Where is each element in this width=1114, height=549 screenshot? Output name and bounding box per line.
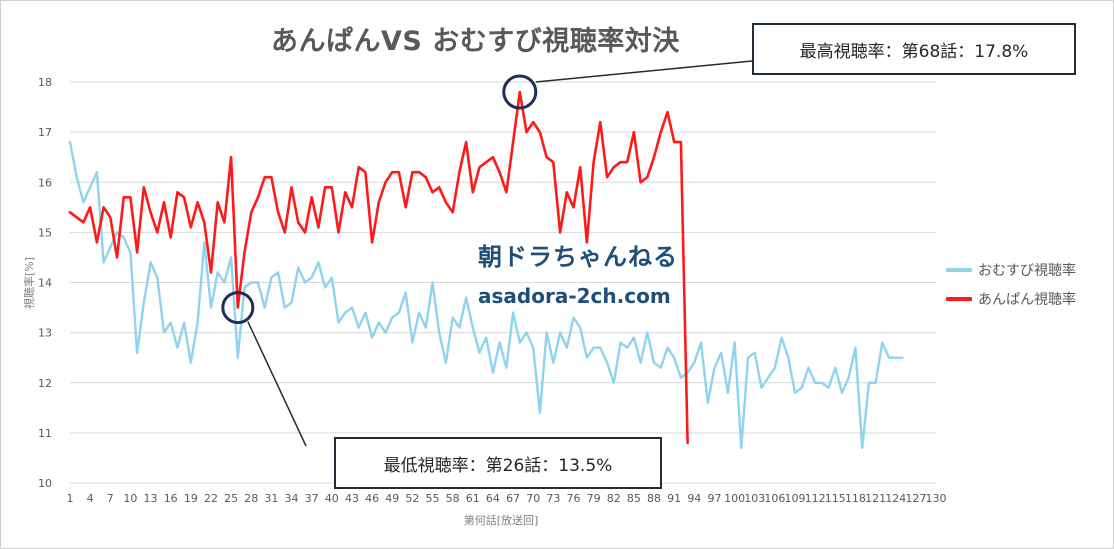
y-axis-ticks: 10 11 12 13 14 15 16 17 18: [38, 76, 52, 490]
y-tick-label-10: 10: [38, 477, 52, 490]
x-tick-label-121: 121: [865, 492, 886, 505]
x-tick-label-28: 28: [244, 492, 258, 505]
x-tick-label-34: 34: [285, 492, 299, 505]
watermark-site-url: asadora-2ch.com: [478, 284, 671, 308]
x-tick-label-61: 61: [466, 492, 480, 505]
x-tick-label-76: 76: [566, 492, 580, 505]
x-tick-label-46: 46: [365, 492, 379, 505]
x-tick-label-55: 55: [426, 492, 440, 505]
x-tick-label-73: 73: [546, 492, 560, 505]
x-tick-label-79: 79: [587, 492, 601, 505]
min-highlight-circle: [221, 291, 255, 325]
x-tick-label-127: 127: [905, 492, 926, 505]
x-tick-label-82: 82: [607, 492, 621, 505]
y-tick-label-17: 17: [38, 126, 52, 139]
x-tick-label-124: 124: [885, 492, 906, 505]
y-axis-title: 視聴率[%]: [22, 257, 36, 309]
legend-label-anpan: あんぱん視聴率: [978, 292, 1076, 308]
x-tick-label-70: 70: [526, 492, 540, 505]
x-tick-label-67: 67: [506, 492, 520, 505]
y-tick-label-13: 13: [38, 327, 52, 340]
x-tick-label-64: 64: [486, 492, 500, 505]
y-tick-label-12: 12: [38, 377, 52, 390]
x-tick-label-43: 43: [345, 492, 359, 505]
x-tick-label-49: 49: [385, 492, 399, 505]
y-tick-label-11: 11: [38, 427, 52, 440]
y-tick-label-15: 15: [38, 226, 52, 239]
legend-label-omusubi: おむすび視聴率: [978, 263, 1076, 279]
x-tick-label-88: 88: [647, 492, 661, 505]
x-tick-label-91: 91: [667, 492, 681, 505]
min-leader-line: [247, 321, 307, 447]
x-tick-label-118: 118: [845, 492, 866, 505]
max-leader-line: [535, 60, 753, 83]
legend-swatch-anpan: [946, 297, 972, 301]
legend-item-anpan: あんぱん視聴率: [946, 289, 1076, 309]
x-axis-ticks: 1 4 7 10 13 16 19 22 25 28 31 34 37 40 43 46 49 52 55 58 61 6…: [67, 492, 947, 505]
watermark-site-name: 朝ドラちゃんねる: [478, 243, 678, 271]
x-tick-label-97: 97: [707, 492, 721, 505]
x-tick-label-19: 19: [184, 492, 198, 505]
max-rating-text: 最高視聴率：第68話：17.8%: [799, 41, 1029, 62]
x-tick-label-52: 52: [405, 492, 419, 505]
y-tick-label-16: 16: [38, 176, 52, 189]
x-tick-label-58: 58: [446, 492, 460, 505]
x-tick-label-10: 10: [123, 492, 137, 505]
max-rating-callout: 最高視聴率：第68話：17.8%: [752, 23, 1076, 75]
x-tick-label-40: 40: [325, 492, 339, 505]
series-line-omusubi: [68, 140, 904, 450]
x-tick-label-100: 100: [724, 492, 745, 505]
x-tick-label-109: 109: [785, 492, 806, 505]
y-tick-label-18: 18: [38, 76, 52, 89]
x-tick-label-1: 1: [67, 492, 74, 505]
x-tick-label-130: 130: [926, 492, 947, 505]
x-tick-label-115: 115: [825, 492, 846, 505]
x-tick-label-106: 106: [764, 492, 785, 505]
x-tick-label-22: 22: [204, 492, 218, 505]
x-tick-label-112: 112: [805, 492, 826, 505]
x-tick-label-31: 31: [264, 492, 278, 505]
min-rating-callout: 最低視聴率：第26話：13.5%: [334, 437, 662, 489]
y-tick-label-14: 14: [38, 277, 52, 290]
annotations: [221, 60, 753, 447]
x-tick-label-103: 103: [744, 492, 765, 505]
legend-swatch-omusubi: [946, 268, 972, 272]
series-lines: [68, 90, 904, 450]
legend-item-omusubi: おむすび視聴率: [946, 260, 1076, 280]
x-tick-label-13: 13: [144, 492, 158, 505]
x-axis-title: 第何話[放送回]: [464, 513, 539, 527]
min-rating-text: 最低視聴率：第26話：13.5%: [383, 455, 613, 476]
chart-title: あんぱんVS おむすび視聴率対決: [271, 26, 680, 57]
x-tick-label-94: 94: [687, 492, 701, 505]
x-tick-label-37: 37: [305, 492, 319, 505]
series-line-anpan: [68, 90, 689, 445]
x-tick-label-4: 4: [87, 492, 94, 505]
x-tick-label-16: 16: [164, 492, 178, 505]
max-highlight-circle: [502, 74, 538, 110]
x-tick-label-85: 85: [627, 492, 641, 505]
x-tick-label-25: 25: [224, 492, 238, 505]
x-tick-label-7: 7: [107, 492, 114, 505]
